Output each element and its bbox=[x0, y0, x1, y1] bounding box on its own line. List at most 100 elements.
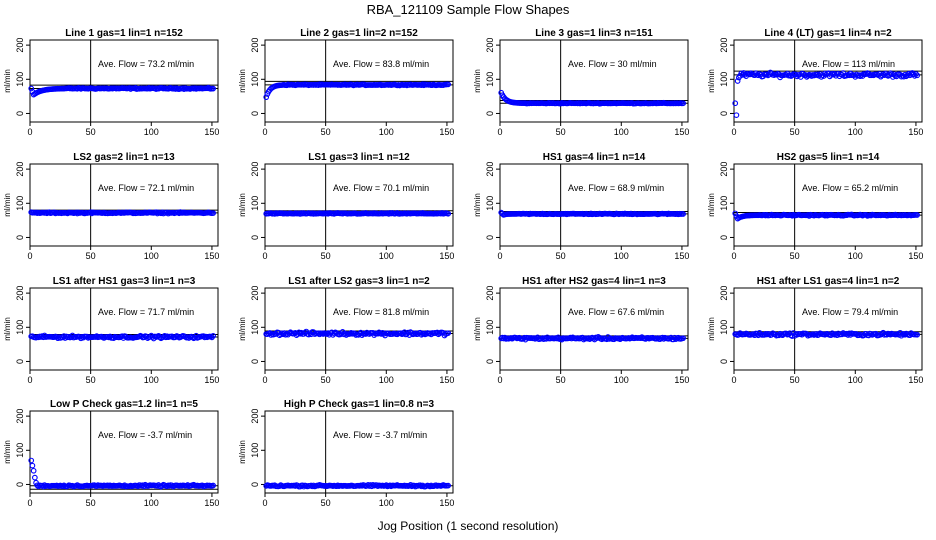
data-points bbox=[498, 209, 686, 218]
data-point bbox=[305, 331, 312, 338]
data-points bbox=[263, 81, 451, 101]
y-tick-label: 200 bbox=[15, 409, 25, 424]
plot-panel-2: Line 2 gas=1 lin=2 n=152 ml/min 0 100 200 0 50… bbox=[238, 28, 454, 137]
data-point bbox=[914, 331, 920, 338]
data-point bbox=[822, 70, 828, 77]
x-tick-label: 150 bbox=[908, 375, 923, 385]
x-tick-label: 50 bbox=[86, 251, 96, 261]
y-tick-label: 200 bbox=[485, 38, 495, 53]
x-tick-label: 50 bbox=[321, 251, 331, 261]
data-point bbox=[348, 330, 354, 336]
data-point bbox=[445, 482, 451, 489]
x-tick-label: 150 bbox=[204, 127, 219, 137]
data-point bbox=[210, 333, 216, 339]
y-tick-label: 200 bbox=[15, 286, 25, 301]
x-tick-label: 0 bbox=[497, 375, 502, 385]
plot-panel-8: HS2 gas=5 lin=1 n=14 ml/min 0 100 200 0 50 100 1… bbox=[707, 152, 923, 261]
plot-panel-10: LS1 after LS2 gas=3 lin=1 n=2 ml/min 0 100 2… bbox=[238, 276, 454, 385]
y-tick-label: 200 bbox=[719, 38, 729, 53]
y-tick-label: 100 bbox=[15, 443, 25, 458]
x-tick-label: 150 bbox=[674, 375, 689, 385]
average-flow-annotation: Ave. Flow = 79.4 ml/min bbox=[802, 307, 898, 317]
plot-panel-6: LS1 gas=3 lin=1 n=12 ml/min 0 100 200 0 50 100 1… bbox=[238, 152, 454, 261]
y-tick-label: 0 bbox=[15, 482, 25, 487]
data-point bbox=[32, 474, 38, 481]
average-flow-annotation: Ave. Flow = -3.7 ml/min bbox=[98, 430, 192, 440]
x-tick-label: 100 bbox=[614, 375, 629, 385]
y-axis-label: ml/min bbox=[238, 69, 247, 93]
plot-panel-11: HS1 after HS2 gas=4 lin=1 n=3 ml/min 0 100 2… bbox=[473, 276, 689, 385]
y-tick-label: 100 bbox=[719, 72, 729, 87]
y-tick-label: 0 bbox=[485, 111, 495, 116]
data-points bbox=[263, 481, 451, 490]
data-point bbox=[29, 462, 36, 469]
x-tick-label: 0 bbox=[731, 251, 736, 261]
x-tick-label: 0 bbox=[497, 251, 502, 261]
y-tick-label: 0 bbox=[15, 111, 25, 116]
panel-title: Line 3 gas=1 lin=3 n=151 bbox=[535, 28, 653, 39]
y-tick-label: 100 bbox=[15, 196, 25, 211]
data-point bbox=[263, 94, 270, 101]
x-tick-label: 0 bbox=[497, 127, 502, 137]
y-tick-label: 100 bbox=[15, 72, 25, 87]
x-tick-label: 50 bbox=[790, 375, 800, 385]
data-points bbox=[732, 69, 920, 119]
y-tick-label: 100 bbox=[250, 196, 260, 211]
y-tick-label: 200 bbox=[250, 409, 260, 424]
x-tick-label: 50 bbox=[86, 127, 96, 137]
y-tick-label: 200 bbox=[250, 38, 260, 53]
x-tick-label: 150 bbox=[908, 251, 923, 261]
x-tick-label: 0 bbox=[731, 127, 736, 137]
y-tick-label: 200 bbox=[250, 286, 260, 301]
data-point bbox=[445, 81, 451, 88]
x-tick-label: 100 bbox=[144, 498, 159, 508]
average-flow-annotation: Ave. Flow = -3.7 ml/min bbox=[333, 430, 427, 440]
x-tick-label: 100 bbox=[848, 375, 863, 385]
y-tick-label: 0 bbox=[719, 359, 729, 364]
x-tick-label: 100 bbox=[848, 251, 863, 261]
x-tick-label: 0 bbox=[262, 375, 267, 385]
panel-title: HS2 gas=5 lin=1 n=14 bbox=[777, 152, 880, 163]
x-tick-label: 0 bbox=[27, 375, 32, 385]
y-tick-label: 0 bbox=[485, 359, 495, 364]
plot-frame bbox=[29, 410, 219, 494]
x-tick-label: 50 bbox=[790, 251, 800, 261]
y-axis-label: ml/min bbox=[473, 317, 482, 341]
y-tick-label: 0 bbox=[15, 235, 25, 240]
x-tick-label: 100 bbox=[379, 127, 394, 137]
data-point bbox=[445, 210, 451, 217]
x-tick-label: 100 bbox=[848, 127, 863, 137]
x-tick-label: 0 bbox=[27, 251, 32, 261]
data-point bbox=[914, 212, 920, 218]
panel-title: HS1 after HS2 gas=4 lin=1 n=3 bbox=[522, 276, 666, 287]
y-tick-label: 100 bbox=[250, 320, 260, 335]
y-tick-label: 0 bbox=[719, 111, 729, 116]
y-axis-label: ml/min bbox=[707, 317, 716, 341]
y-axis-label: ml/min bbox=[3, 193, 12, 217]
average-flow-annotation: Ave. Flow = 71.7 ml/min bbox=[98, 307, 194, 317]
x-tick-label: 0 bbox=[262, 127, 267, 137]
data-point bbox=[680, 100, 686, 107]
panel-title: LS2 gas=2 lin=1 n=13 bbox=[73, 152, 175, 163]
x-tick-label: 150 bbox=[204, 498, 219, 508]
x-tick-label: 50 bbox=[321, 498, 331, 508]
panel-title: Line 2 gas=1 lin=2 n=152 bbox=[300, 28, 418, 39]
y-tick-label: 200 bbox=[250, 162, 260, 177]
x-tick-label: 0 bbox=[27, 127, 32, 137]
data-points bbox=[732, 329, 920, 339]
panel-title: High P Check gas=1 lin=0.8 n=3 bbox=[284, 399, 435, 410]
x-tick-label: 150 bbox=[439, 498, 454, 508]
y-tick-label: 0 bbox=[250, 359, 260, 364]
panel-title: HS1 gas=4 lin=1 n=14 bbox=[543, 152, 646, 163]
x-tick-label: 100 bbox=[379, 498, 394, 508]
x-tick-label: 100 bbox=[614, 251, 629, 261]
x-tick-label: 150 bbox=[674, 127, 689, 137]
y-tick-label: 0 bbox=[15, 359, 25, 364]
y-axis-label: ml/min bbox=[3, 440, 12, 464]
x-tick-label: 150 bbox=[674, 251, 689, 261]
x-tick-label: 50 bbox=[556, 251, 566, 261]
y-tick-label: 100 bbox=[719, 320, 729, 335]
y-axis-label: ml/min bbox=[707, 193, 716, 217]
panel-title: LS1 gas=3 lin=1 n=12 bbox=[308, 152, 410, 163]
